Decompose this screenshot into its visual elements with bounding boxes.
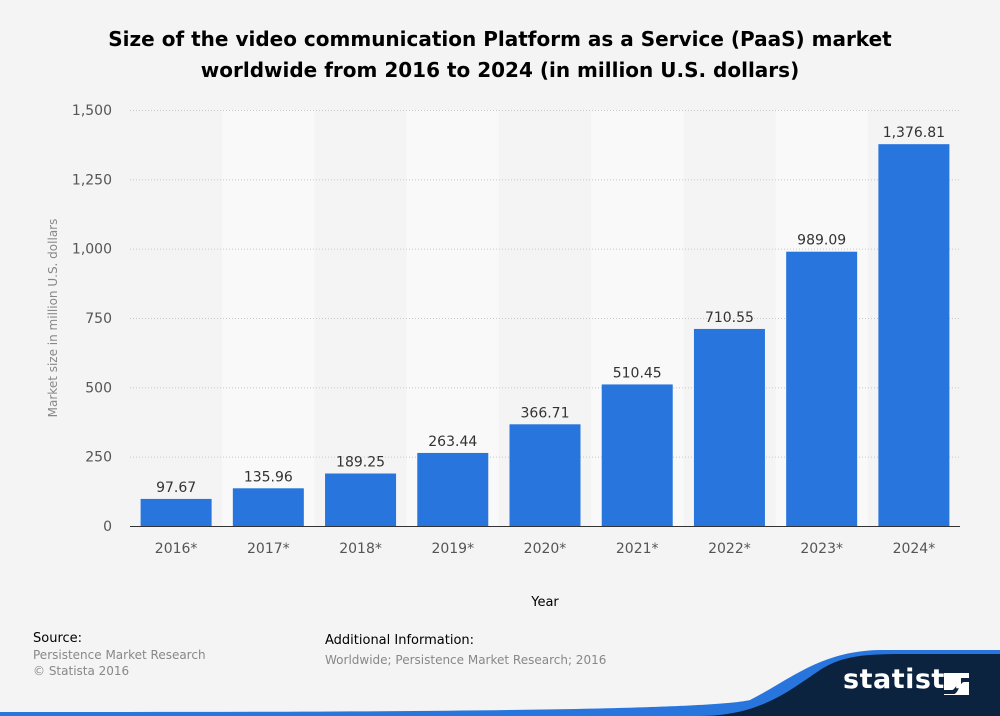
x-tick-label: 2021* — [616, 541, 659, 557]
additional-info-heading: Additional Information: — [325, 633, 475, 648]
data-label: 366.71 — [521, 405, 570, 421]
x-tick-label: 2016* — [155, 541, 198, 557]
y-tick-label: 250 — [85, 450, 112, 466]
y-tick-label: 1,250 — [72, 172, 112, 188]
y-tick-label: 750 — [85, 311, 112, 327]
data-label: 189.25 — [336, 455, 385, 471]
y-tick-label: 500 — [85, 380, 112, 396]
bar-2021 — [601, 384, 673, 526]
data-label: 710.55 — [705, 310, 754, 326]
data-label: 97.67 — [156, 480, 196, 496]
data-label: 263.44 — [428, 434, 477, 450]
chart-title-line-1: Size of the video communication Platform… — [108, 27, 892, 51]
bar-2022 — [693, 328, 765, 526]
bar-2020 — [509, 424, 581, 526]
bar-2017 — [232, 488, 304, 526]
x-tick-label: 2024* — [893, 541, 936, 557]
y-tick-label: 1,500 — [72, 103, 112, 119]
y-tick-label: 1,000 — [72, 242, 112, 258]
x-tick-label: 2017* — [247, 541, 290, 557]
statista-logo[interactable]: statista — [843, 664, 964, 695]
x-tick-label: 2023* — [800, 541, 843, 557]
data-label: 989.09 — [797, 233, 846, 249]
x-tick-label: 2020* — [524, 541, 567, 557]
source-block: Source: Persistence Market Research © St… — [33, 631, 206, 679]
source-link[interactable]: Persistence Market Research — [33, 648, 206, 662]
data-label: 510.45 — [613, 365, 662, 381]
copyright: © Statista 2016 — [33, 664, 130, 678]
additional-info-block: Additional Information: Worldwide; Persi… — [325, 633, 606, 668]
source-heading: Source: — [33, 631, 83, 646]
y-axis-label: Market size in million U.S. dollars — [46, 219, 60, 418]
bar-2016 — [140, 498, 212, 526]
chart-title: Size of the video communication Platform… — [0, 24, 1000, 86]
bar-2024 — [878, 144, 950, 527]
chart-title-line-2: worldwide from 2016 to 2024 (in million … — [200, 58, 800, 82]
bar-2019 — [417, 452, 489, 526]
x-tick-label: 2018* — [339, 541, 382, 557]
bar-2023 — [786, 251, 858, 526]
x-tick-label: 2019* — [431, 541, 474, 557]
bar-2018 — [325, 473, 397, 526]
x-axis-label: Year — [530, 595, 559, 610]
additional-info-text: Worldwide; Persistence Market Research; … — [325, 653, 607, 667]
y-tick-label: 0 — [103, 519, 112, 535]
x-tick-label: 2022* — [708, 541, 751, 557]
data-label: 1,376.81 — [883, 125, 945, 141]
data-label: 135.96 — [244, 469, 293, 485]
statista-logo-icon — [944, 673, 969, 695]
